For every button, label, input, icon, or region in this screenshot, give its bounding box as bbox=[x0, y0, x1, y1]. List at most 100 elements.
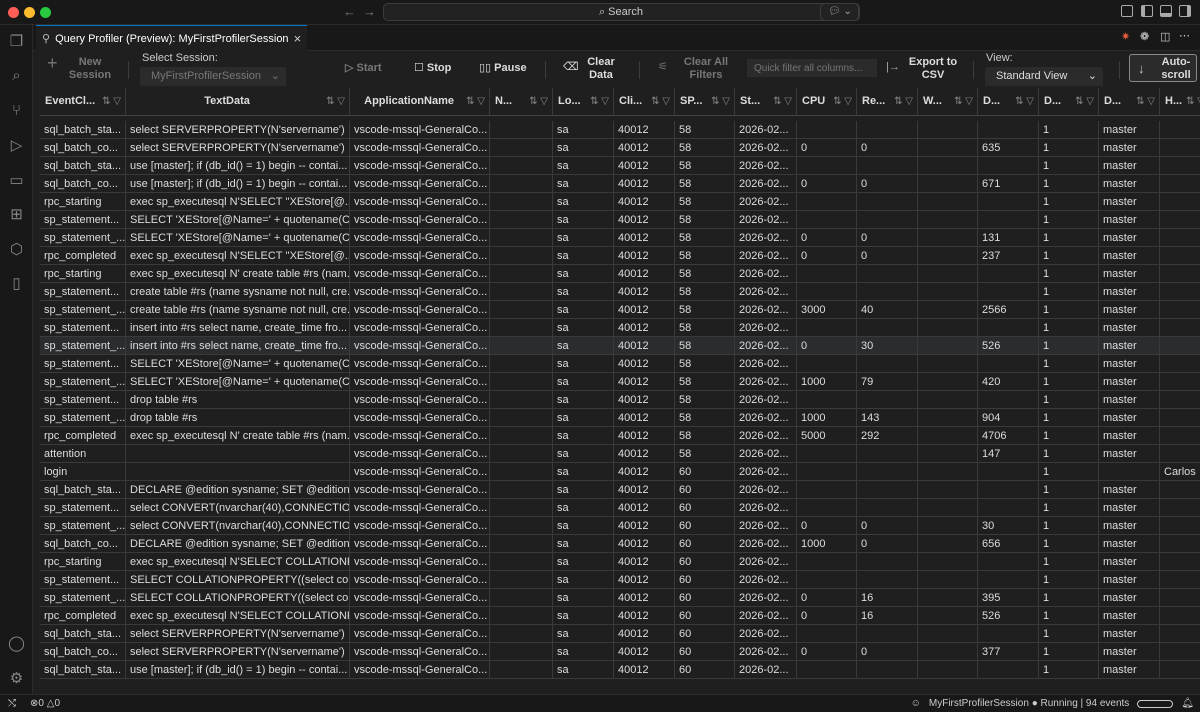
column-header[interactable]: W... ⇅ ▽ bbox=[918, 88, 978, 116]
table-row[interactable]: sp_statement_... select CONVERT(nvarchar(… bbox=[40, 517, 1200, 535]
sort-filter-icon[interactable]: ⇅ ▽ bbox=[102, 96, 121, 107]
table-row[interactable]: sp_statement_... create table #rs (name s… bbox=[40, 301, 1200, 319]
table-row[interactable]: sql_batch_co... select SERVERPROPERTY(N's… bbox=[40, 643, 1200, 661]
view-select[interactable]: Standard View ⌄ bbox=[985, 67, 1103, 86]
table-row[interactable]: sp_statement... SELECT 'XEStore[@Name=' +… bbox=[40, 355, 1200, 373]
column-header[interactable]: D... ⇅ ▽ bbox=[1099, 88, 1160, 116]
table-row[interactable]: rpc_starting exec sp_executesql N'SELECT … bbox=[40, 553, 1200, 571]
clear-all-filters-button[interactable]: Clear All Filters bbox=[683, 56, 729, 81]
table-row[interactable]: sql_batch_sta... select SERVERPROPERTY(N'… bbox=[40, 121, 1200, 139]
column-header[interactable]: TextData ⇅ ▽ bbox=[126, 88, 350, 116]
sort-filter-icon[interactable]: ⇅ ▽ bbox=[529, 96, 548, 107]
quick-filter-input[interactable] bbox=[747, 59, 877, 77]
sort-filter-icon[interactable]: ⇅ ▽ bbox=[1075, 96, 1094, 107]
table-row[interactable]: rpc_starting exec sp_executesql N'SELECT … bbox=[40, 193, 1200, 211]
table-row[interactable]: sp_statement_... SELECT 'XEStore[@Name=' … bbox=[40, 229, 1200, 247]
customize-layout-icon[interactable] bbox=[1121, 5, 1133, 17]
table-row[interactable]: sql_batch_sta... select SERVERPROPERTY(N'… bbox=[40, 625, 1200, 643]
extension-bug-icon[interactable]: ✷ bbox=[1121, 31, 1131, 43]
back-arrow-icon[interactable]: ← bbox=[343, 4, 356, 19]
book-icon[interactable]: ▯ bbox=[12, 275, 21, 292]
autoscroll-toggle[interactable]: ↓ Auto- scroll bbox=[1129, 54, 1197, 82]
start-button[interactable]: ▷ Start bbox=[345, 62, 382, 74]
toggle-sidebar-icon[interactable] bbox=[1141, 5, 1153, 17]
table-row[interactable]: sp_statement... SELECT COLLATIONPROPERTY(… bbox=[40, 571, 1200, 589]
run-debug-icon[interactable]: ▷ bbox=[10, 137, 23, 154]
column-header[interactable]: St... ⇅ ▽ bbox=[735, 88, 797, 116]
new-session-button[interactable]: New Session bbox=[68, 56, 112, 81]
sort-filter-icon[interactable]: ⇅ ▽ bbox=[773, 96, 792, 107]
settings-gear-icon[interactable]: ⚙ bbox=[9, 670, 24, 687]
column-header[interactable]: Re... ⇅ ▽ bbox=[857, 88, 918, 116]
table-row[interactable]: sp_statement... create table #rs (name sy… bbox=[40, 283, 1200, 301]
sort-filter-icon[interactable]: ⇅ ▽ bbox=[651, 96, 670, 107]
search-icon[interactable]: ⌕ bbox=[12, 67, 21, 84]
openai-icon[interactable]: ❁ bbox=[1140, 31, 1150, 43]
split-editor-icon[interactable]: ◫ bbox=[1160, 31, 1171, 43]
source-control-icon[interactable]: ⑂ bbox=[11, 102, 21, 119]
table-row[interactable]: sp_statement... drop table #rs vscode-mssq… bbox=[40, 391, 1200, 409]
column-header[interactable]: CPU ⇅ ▽ bbox=[797, 88, 857, 116]
close-window-button[interactable] bbox=[8, 7, 19, 18]
table-row[interactable]: rpc_starting exec sp_executesql N' create… bbox=[40, 265, 1200, 283]
remote-explorer-icon[interactable]: ▭ bbox=[9, 172, 24, 189]
column-header[interactable]: H...⇅ ▽ bbox=[1160, 88, 1200, 116]
sort-filter-icon[interactable]: ⇅ ▽ bbox=[326, 96, 345, 107]
session-select[interactable]: MyFirstProfilerSession ⌄ bbox=[140, 67, 286, 86]
clear-data-button[interactable]: Clear Data bbox=[587, 56, 615, 81]
table-row[interactable]: sql_batch_co... use [master]; if (db_id()… bbox=[40, 175, 1200, 193]
copilot-icon[interactable]: ☺ bbox=[910, 698, 921, 709]
close-tab-icon[interactable]: × bbox=[293, 30, 302, 46]
session-status[interactable]: MyFirstProfilerSession ● Running | 94 ev… bbox=[928, 698, 1130, 709]
forward-arrow-icon[interactable]: → bbox=[363, 4, 376, 19]
column-header[interactable]: SP... ⇅ ▽ bbox=[675, 88, 735, 116]
export-csv-button[interactable]: Export to CSV bbox=[908, 56, 958, 81]
table-row[interactable]: sql_batch_co... select SERVERPROPERTY(N's… bbox=[40, 139, 1200, 157]
table-row[interactable]: login vscode-mssql-GeneralCo... sa 40012 60 2… bbox=[40, 463, 1200, 481]
command-search[interactable]: ⌕ Search bbox=[383, 3, 859, 21]
chat-button[interactable]: 💬︎ ⌄ bbox=[820, 3, 860, 21]
database-icon[interactable]: ⬡ bbox=[9, 241, 24, 258]
table-row[interactable]: sp_statement_... drop table #rs vscode-mss… bbox=[40, 409, 1200, 427]
table-row[interactable]: sql_batch_co... DECLARE @edition sysname;… bbox=[40, 535, 1200, 553]
toggle-secondary-sidebar-icon[interactable] bbox=[1179, 5, 1191, 17]
sort-filter-icon[interactable]: ⇅ ▽ bbox=[590, 96, 609, 107]
table-row[interactable]: sql_batch_sta... DECLARE @edition sysname… bbox=[40, 481, 1200, 499]
column-header[interactable]: D... ⇅ ▽ bbox=[978, 88, 1039, 116]
column-header[interactable]: Lo... ⇅ ▽ bbox=[553, 88, 614, 116]
sort-filter-icon[interactable]: ⇅ ▽ bbox=[1015, 96, 1034, 107]
table-row[interactable]: attention vscode-mssql-GeneralCo... sa 4001… bbox=[40, 445, 1200, 463]
sort-filter-icon[interactable]: ⇅ ▽ bbox=[954, 96, 973, 107]
table-row[interactable]: sql_batch_sta... use [master]; if (db_id(… bbox=[40, 661, 1200, 679]
column-header[interactable]: N... ⇅ ▽ bbox=[490, 88, 553, 116]
sort-filter-icon[interactable]: ⇅ ▽ bbox=[833, 96, 852, 107]
minimize-window-button[interactable] bbox=[24, 7, 35, 18]
notifications-bell-icon[interactable]: 🔔︎ bbox=[1181, 698, 1194, 709]
sort-filter-icon[interactable]: ⇅ ▽ bbox=[1186, 96, 1200, 107]
more-actions-icon[interactable]: ⋯ bbox=[1179, 30, 1190, 42]
table-row[interactable]: sp_statement... insert into #rs select na… bbox=[40, 319, 1200, 337]
extensions-icon[interactable]: ⊞ bbox=[10, 206, 23, 223]
column-header[interactable]: D... ⇅ ▽ bbox=[1039, 88, 1099, 116]
account-icon[interactable]: ◯ bbox=[8, 635, 25, 652]
table-row[interactable]: sp_statement... SELECT 'XEStore[@Name=' +… bbox=[40, 211, 1200, 229]
sort-filter-icon[interactable]: ⇅ ▽ bbox=[466, 96, 485, 107]
remote-icon[interactable]: ⤭ bbox=[8, 698, 16, 709]
column-header[interactable]: ApplicationName ⇅ ▽ bbox=[350, 88, 490, 116]
table-row[interactable]: sp_statement_... SELECT COLLATIONPROPERTY… bbox=[40, 589, 1200, 607]
table-row[interactable]: rpc_completed exec sp_executesql N'SELECT… bbox=[40, 247, 1200, 265]
sort-filter-icon[interactable]: ⇅ ▽ bbox=[894, 96, 913, 107]
tab-query-profiler[interactable]: ⚲ Query Profiler (Preview): MyFirstProfi… bbox=[36, 25, 308, 51]
problems-indicator[interactable]: ⊗0 △0 bbox=[30, 698, 60, 709]
table-row[interactable]: sp_statement... select CONVERT(nvarchar(4… bbox=[40, 499, 1200, 517]
table-row[interactable]: sp_statement_... insert into #rs select n… bbox=[40, 337, 1200, 355]
maximize-window-button[interactable] bbox=[40, 7, 51, 18]
column-header[interactable]: EventCl... ⇅ ▽ bbox=[40, 88, 126, 116]
sort-filter-icon[interactable]: ⇅ ▽ bbox=[711, 96, 730, 107]
toggle-panel-icon[interactable] bbox=[1160, 5, 1172, 17]
pause-button[interactable]: ▯▯ Pause bbox=[479, 62, 527, 74]
table-row[interactable]: rpc_completed exec sp_executesql N' creat… bbox=[40, 427, 1200, 445]
sort-filter-icon[interactable]: ⇅ ▽ bbox=[1136, 96, 1155, 107]
table-row[interactable]: sql_batch_sta... use [master]; if (db_id(… bbox=[40, 157, 1200, 175]
explorer-icon[interactable]: ❐ bbox=[9, 33, 24, 50]
